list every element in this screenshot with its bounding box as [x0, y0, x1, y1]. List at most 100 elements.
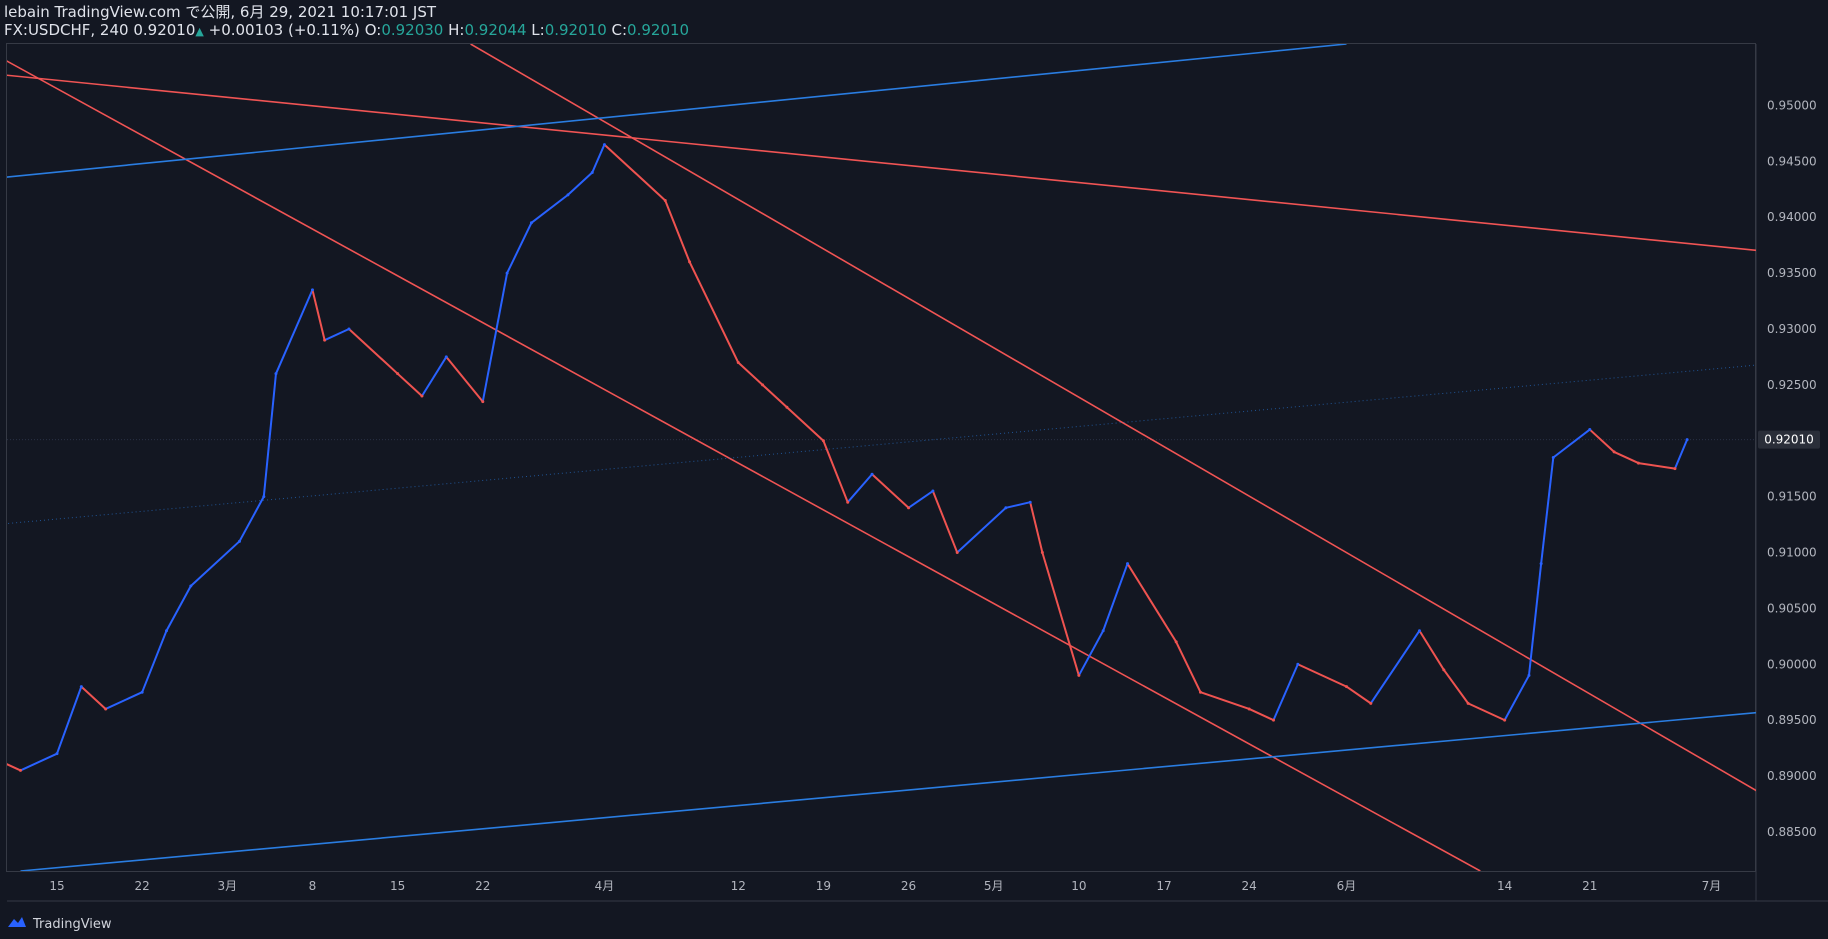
price-point [1247, 707, 1251, 711]
price-point [104, 707, 108, 711]
price-point [323, 338, 327, 342]
x-tick-label: 15 [49, 879, 64, 893]
symbol-label: FX:USDCHF, 240 [4, 21, 129, 39]
brand-label[interactable]: TradingView [33, 916, 112, 932]
price-segment [1589, 428, 1615, 453]
price-segment [1102, 563, 1129, 632]
price-point [529, 221, 533, 225]
price-segment [1077, 630, 1105, 676]
price-point [1004, 506, 1008, 510]
price-point [164, 629, 168, 633]
y-tick-label: 0.91500 [1767, 490, 1817, 504]
price-point [566, 193, 570, 197]
price-point [846, 500, 850, 504]
price-segment [7, 763, 21, 772]
price-segment [530, 194, 569, 224]
price-segment [1345, 685, 1372, 705]
x-tick-label: 24 [1242, 879, 1257, 893]
price-point [931, 489, 935, 493]
x-tick-label: 22 [475, 879, 490, 893]
price-point [602, 143, 606, 147]
price-segment [190, 540, 241, 587]
price-point [1685, 438, 1689, 442]
price-segment [591, 144, 606, 173]
price-segment [275, 289, 314, 375]
price-segment [506, 222, 533, 274]
price-point [262, 495, 266, 499]
y-tick-label: 0.92500 [1767, 378, 1817, 392]
price-segment [1297, 663, 1347, 688]
price-segment [871, 473, 910, 509]
price-point [274, 372, 278, 376]
price-point [79, 685, 83, 689]
price-point [347, 327, 351, 331]
price-point [1673, 467, 1677, 471]
price-point [1040, 550, 1044, 554]
price-segment [664, 200, 691, 263]
y-tick-label: 0.94000 [1767, 210, 1817, 224]
trendline-4 [20, 711, 1756, 871]
y-tick-label: 0.94500 [1767, 154, 1817, 168]
up-arrow-icon: ▲ [195, 25, 204, 38]
x-tick-label: 19 [816, 879, 831, 893]
price-point [785, 405, 789, 409]
price-point [688, 260, 692, 264]
trendline-0 [7, 74, 1756, 252]
price-segment [931, 490, 959, 553]
price-segment [907, 490, 934, 509]
price-segment [1369, 630, 1421, 704]
price-segment [262, 373, 277, 497]
price-segment [324, 328, 350, 342]
price-segment [1467, 702, 1506, 722]
price-segment [956, 507, 1007, 554]
x-tick-label: 26 [901, 879, 916, 893]
price-point [1442, 668, 1446, 672]
y-tick-label: 0.89500 [1767, 713, 1817, 727]
price-segment [1613, 451, 1639, 464]
last-price-tag [1758, 430, 1820, 449]
price-point [1174, 640, 1178, 644]
price-point [821, 439, 825, 443]
price-segment [822, 440, 849, 503]
price-point [310, 288, 314, 292]
price-point [1588, 428, 1592, 432]
publish-info: lebain TradingView.com で公開, 6月 29, 2021 … [4, 3, 437, 21]
price-segment [1527, 563, 1543, 676]
price-segment [846, 473, 873, 503]
close-label: C: [611, 21, 628, 39]
ohlc-legend: FX:USDCHF, 240 0.92010▲ +0.00103 (+0.11%… [4, 21, 689, 41]
price-point [1503, 718, 1507, 722]
x-tick-label: 10 [1071, 879, 1086, 893]
price-segment [603, 143, 666, 202]
price-segment [165, 585, 192, 632]
price-point [590, 171, 594, 175]
price-segment [1175, 641, 1202, 693]
price-point [663, 198, 667, 202]
x-tick-label: 7月 [1702, 879, 1722, 893]
x-tick-label: 4月 [595, 879, 615, 893]
price-point [189, 584, 193, 588]
price-point [1199, 690, 1203, 694]
high-value: 0.92044 [464, 21, 527, 39]
y-tick-label: 0.93500 [1767, 266, 1817, 280]
price-segment [20, 752, 58, 772]
price-point [761, 383, 765, 387]
x-tick-label: 22 [135, 879, 150, 893]
price-segment [1041, 552, 1080, 676]
price-segment [396, 372, 423, 397]
price-segment [1418, 630, 1445, 671]
y-tick-label: 0.93000 [1767, 322, 1817, 336]
y-tick-label: 0.90000 [1767, 657, 1817, 671]
price-segment [1200, 691, 1250, 710]
change-label: +0.00103 (+0.11%) [208, 21, 360, 39]
price-segment [567, 171, 593, 196]
y-tick-label: 0.88500 [1767, 825, 1817, 839]
price-point [1466, 701, 1470, 705]
price-point [1551, 456, 1555, 459]
tradingview-logo-icon[interactable] [6, 915, 28, 933]
x-tick-label: 8 [309, 879, 317, 893]
price-point [481, 400, 485, 404]
price-point [1126, 562, 1130, 566]
last-price-tag-label: 0.92010 [1764, 433, 1814, 447]
